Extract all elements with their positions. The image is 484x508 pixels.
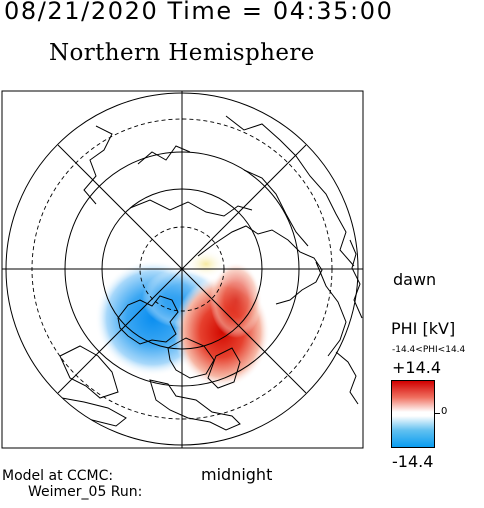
colorbar-max: +14.4 [392,358,442,377]
weak-positive-patch [186,250,226,278]
colorbar-range: -14.4<PHI<14.4 [392,345,466,355]
model-label: Model at CCMC: [2,468,114,484]
meridians [2,91,363,448]
colorbar-zero: 0 [441,406,448,417]
hemisphere-title: Northern Hemisphere [49,40,315,66]
colorbar-min: -14.4 [392,452,434,471]
dawn-label: dawn [393,270,437,289]
colorbar [391,380,435,448]
midnight-label: midnight [201,465,273,484]
coastlines-outer [335,239,363,405]
positive-cell-lobe [210,262,262,338]
colorbar-title: PHI [kV] [391,319,456,338]
run-label: Weimer_05 Run: [28,484,143,500]
datetime-title: 08/21/2020 Time = 04:35:00 [4,0,394,25]
colorbar-zero-tick [435,413,440,414]
